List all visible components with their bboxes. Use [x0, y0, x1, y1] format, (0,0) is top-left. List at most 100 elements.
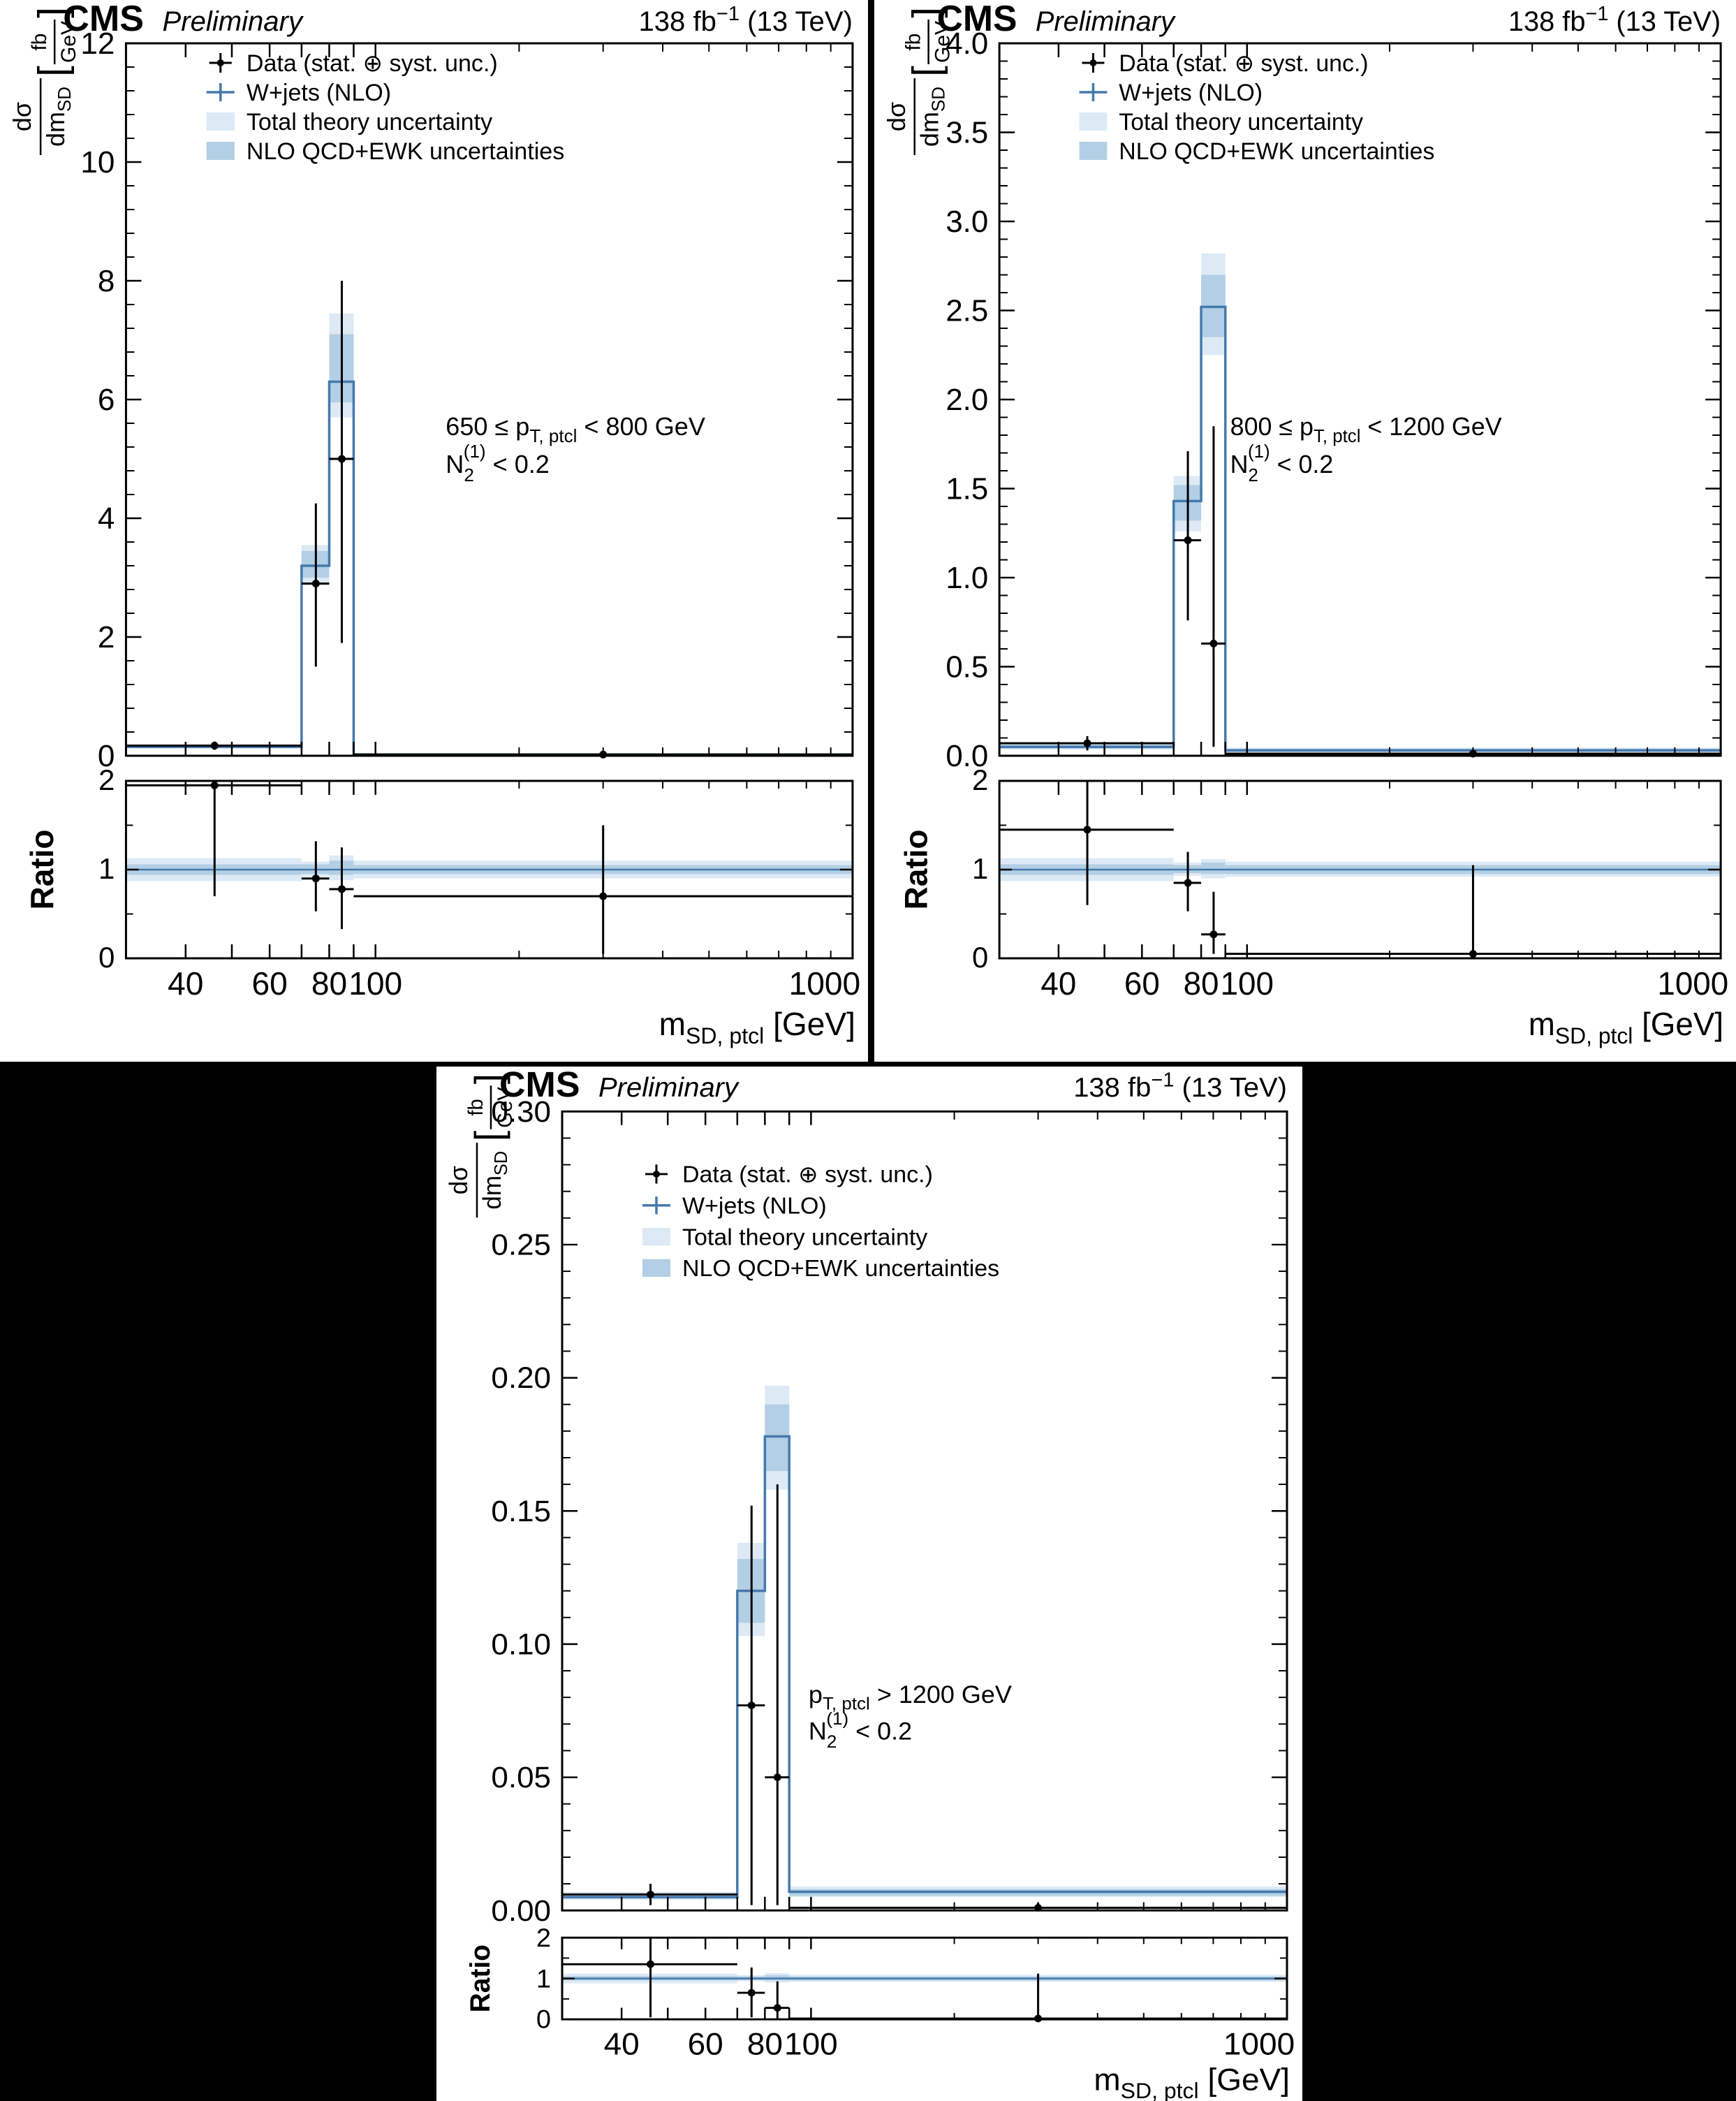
x-tick-label: 60: [688, 2026, 723, 2061]
data-points: [999, 426, 1721, 758]
data-point: [647, 1890, 655, 1898]
n2-cut-text: N2(1) < 0.2: [446, 441, 550, 485]
ratio-point: [1209, 930, 1218, 939]
data-marker-icon: [1089, 59, 1097, 66]
ratio-tick-label: 0: [98, 941, 115, 974]
total-uncertainty-swatch-icon: [206, 112, 235, 131]
plot-header: CMS Preliminary 138 fb−1 (13 TeV): [499, 1067, 1287, 1104]
pt-range-text: pT, ptcl > 1200 GeV: [809, 1681, 1012, 1713]
svg-text:dmSD: dmSD: [41, 87, 75, 147]
ratio-tick-label: 1: [98, 852, 115, 885]
legend: Data (stat. ⊕ syst. unc.) W+jets (NLO) Tot…: [206, 50, 564, 165]
panel-pt-650-800: CMS Preliminary 138 fb−1 (13 TeV) 0 2 4 6 8 10 12…: [0, 0, 868, 1062]
ratio-point: [1469, 950, 1477, 958]
wjets-histogram: [562, 1435, 1287, 1898]
data-marker-icon: [216, 59, 224, 66]
x-axis-label: mSD, ptcl [GeV]: [1094, 2062, 1290, 2101]
x-tick-label: 100: [348, 965, 402, 1002]
cms-label: CMS: [63, 0, 144, 39]
y-tick-label: 4: [98, 502, 115, 536]
legend-label: W+jets (NLO): [247, 80, 391, 106]
y-tick-label: 12: [80, 27, 115, 61]
data-point: [773, 1773, 781, 1781]
y-tick-label: 0.20: [491, 1362, 551, 1395]
wjets-histogram: [126, 380, 853, 756]
ratio-point: [747, 1989, 756, 1997]
svg-text:]: ]: [466, 1074, 510, 1084]
preliminary-label: Preliminary: [1036, 6, 1176, 37]
legend-label: Total theory uncertainty: [247, 109, 492, 136]
plot-header: CMS Preliminary 138 fb−1 (13 TeV): [937, 0, 1721, 38]
svg-text:GeV: GeV: [494, 1087, 517, 1128]
ratio-point: [599, 892, 608, 900]
y-tick-label: 0.00: [491, 1894, 551, 1927]
ratio-tick-label: 1: [536, 1964, 551, 1993]
data-points: [562, 1484, 1287, 1912]
legend-label: NLO QCD+EWK uncertainties: [1119, 138, 1434, 165]
y-axis-label: dσ dmSD [fb GeV]: [8, 7, 80, 155]
data-point: [1469, 749, 1477, 758]
ratio-panel: 0 1 2 40 60 80 100 1000 mSD, ptcl [GeV]: [972, 763, 1728, 1048]
pt-range-text: 650 ≤ pT, ptcl < 800 GeV: [446, 412, 705, 446]
x-tick-label: 100: [784, 2026, 838, 2061]
lumi-label: 138 fb−1 (13 TeV): [1073, 1069, 1287, 1103]
ratio-tick-label: 2: [98, 763, 115, 796]
y-axis-label: dσ dmSD [fb GeV]: [882, 7, 955, 155]
y-tick-label: 10: [80, 145, 115, 180]
y-tick-label: 0.15: [491, 1495, 551, 1528]
y-tick-label: 0.30: [491, 1095, 551, 1128]
ratio-panel: 0 1 2 40 60 80 100 1000 mSD, ptcl [GeV]: [98, 763, 860, 1048]
nlo-uncertainty-swatch-icon: [1079, 142, 1108, 160]
x-tick-label: 1000: [1657, 965, 1728, 1002]
ratio-tick-label: 2: [972, 763, 988, 796]
plot-header: CMS Preliminary 138 fb−1 (13 TeV): [63, 0, 853, 39]
preliminary-label: Preliminary: [598, 1072, 740, 1102]
ratio-tick-label: 0: [536, 2005, 551, 2033]
x-tick-label: 80: [1184, 965, 1219, 1002]
y-tick-label: 2.0: [946, 383, 988, 417]
data-point: [1184, 536, 1192, 544]
cms-label: CMS: [499, 1067, 580, 1104]
ratio-point: [1034, 2014, 1043, 2023]
svg-text:fb: fb: [28, 33, 51, 50]
ratio-point: [1083, 826, 1091, 834]
data-point: [337, 455, 346, 463]
data-marker-icon: [653, 1171, 660, 1178]
n2-cut-text: N2(1) < 0.2: [1230, 442, 1334, 485]
x-tick-label: 40: [604, 2026, 640, 2061]
n2-cut-text: N2(1) < 0.2: [809, 1709, 912, 1752]
y-axis-label: dσ dmSD [fb GeV]: [445, 1074, 517, 1218]
chart-pt-gt-1200: CMS Preliminary 138 fb−1 (13 TeV) 0.00 0.05 0…: [445, 1067, 1295, 2101]
ratio-point: [773, 2004, 781, 2012]
total-uncertainty-swatch-icon: [642, 1227, 670, 1246]
y-tick-label: 3.5: [946, 115, 988, 149]
main-plot: 0.0 0.5 1.0 1.5 2.0 2.5 3.0 3.5 4.0: [946, 27, 1722, 773]
main-plot: 0.00 0.05 0.10 0.15 0.20 0.25 0.30: [491, 1095, 1288, 1928]
data-point: [599, 750, 608, 759]
chart-pt-800-1200: CMS Preliminary 138 fb−1 (13 TeV) 0.0 0.5 1.0…: [882, 0, 1728, 1048]
svg-text:[: [: [30, 66, 74, 77]
data-point: [1083, 739, 1091, 747]
lumi-label: 138 fb−1 (13 TeV): [1508, 3, 1721, 37]
legend-label: Data (stat. ⊕ syst. unc.): [247, 50, 498, 77]
y-tick-label: 6: [98, 383, 115, 417]
x-tick-label: 40: [168, 965, 203, 1002]
legend-label: NLO QCD+EWK uncertainties: [682, 1256, 999, 1282]
svg-text:GeV: GeV: [932, 21, 955, 63]
svg-text:]: ]: [904, 7, 948, 18]
ratio-axis-label: Ratio: [898, 830, 934, 910]
legend-label: Data (stat. ⊕ syst. unc.): [682, 1162, 933, 1188]
panel-pt-gt-1200: CMS Preliminary 138 fb−1 (13 TeV) 0.00 0.05 0…: [436, 1067, 1302, 2101]
y-tick-label: 1.0: [946, 561, 988, 595]
y-tick-label: 0.05: [491, 1762, 551, 1794]
lumi-label: 138 fb−1 (13 TeV): [638, 3, 852, 37]
x-tick-label: 80: [747, 2026, 783, 2061]
ratio-axis-label: Ratio: [465, 1945, 496, 2012]
total-uncertainty-swatch-icon: [1079, 112, 1108, 131]
ratio-tick-label: 1: [972, 852, 988, 885]
x-tick-label: 100: [1221, 965, 1274, 1002]
y-tick-label: 0.5: [946, 650, 988, 684]
y-tick-label: 8: [98, 264, 115, 298]
